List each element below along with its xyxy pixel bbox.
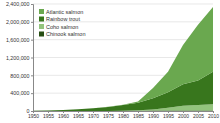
grid-line [33, 39, 213, 40]
legend-swatch [39, 32, 44, 37]
tick: 2005 [193, 111, 204, 119]
tick-label: 1950 [28, 113, 39, 119]
tick-label: 1955 [43, 113, 54, 119]
tick-label: 1975 [103, 113, 114, 119]
tick-label: 800,000 [10, 73, 29, 79]
tick: 2010 [208, 111, 219, 119]
tick-label: 400,000 [10, 90, 29, 96]
tick-mark [31, 93, 33, 94]
tick: 1960 [58, 111, 69, 119]
tick-label: 1965 [73, 113, 84, 119]
tick: 1950 [28, 111, 39, 119]
tick-label: 2000 [178, 113, 189, 119]
tick-mark [31, 58, 33, 59]
legend: Atlantic salmonRainbow trout Coho salmonC… [39, 9, 85, 38]
x-axis: 1950 1955 1960 1965 1970 1975 1980 1985 1990 1995… [28, 111, 219, 119]
legend-swatch [39, 24, 44, 29]
legend-label: Chinook salmon [46, 31, 85, 37]
tick: 1995 [163, 111, 174, 119]
tick-mark [31, 111, 33, 112]
tick-label: 1980 [118, 113, 129, 119]
tick-label: 1,600,000 [6, 37, 30, 43]
axis-line [31, 5, 34, 112]
tick: 800,000 [10, 73, 33, 79]
chart: 0400,000800,0001,200,0001,600,0002,000,0… [0, 0, 220, 123]
tick-label: 2,400,000 [6, 1, 30, 7]
area [33, 7, 213, 111]
tick-mark [31, 40, 33, 41]
grid-line [33, 4, 213, 5]
tick-label: 1985 [133, 113, 144, 119]
tick: 1985 [133, 111, 144, 119]
grid [33, 4, 213, 111]
tick: 1,600,000 [6, 37, 33, 43]
tick: 1980 [118, 111, 129, 119]
plot-area [33, 7, 213, 111]
tick: 1965 [73, 111, 84, 119]
tick: 2,400,000 [6, 1, 33, 7]
legend-swatch [39, 17, 44, 22]
tick-label: 2010 [208, 113, 219, 119]
tick-mark [31, 22, 33, 23]
legend-label: Rainbow trout [46, 16, 80, 22]
tick: 1955 [43, 111, 54, 119]
tick-label: 1970 [88, 113, 99, 119]
tick-label: 2005 [193, 113, 204, 119]
y-axis: 0400,000800,0001,200,0001,600,0002,000,0… [6, 1, 34, 114]
tick-label: 1995 [163, 113, 174, 119]
tick-mark [31, 4, 33, 5]
tick: 1975 [103, 111, 114, 119]
legend-swatch [39, 9, 44, 14]
tick-label: 1960 [58, 113, 69, 119]
tick: 2,000,000 [6, 19, 33, 25]
tick: 1970 [88, 111, 99, 119]
legend-label: Coho salmon [46, 24, 78, 30]
tick-label: 1,200,000 [6, 55, 30, 61]
tick: 2000 [178, 111, 189, 119]
tick: 1,200,000 [6, 55, 33, 61]
tick-label: 1990 [148, 113, 159, 119]
tick-label: 2,000,000 [6, 19, 30, 25]
tick-mark [31, 75, 33, 76]
tick: 1990 [148, 111, 159, 119]
legend-label: Atlantic salmon [46, 9, 83, 15]
tick: 400,000 [10, 90, 33, 96]
